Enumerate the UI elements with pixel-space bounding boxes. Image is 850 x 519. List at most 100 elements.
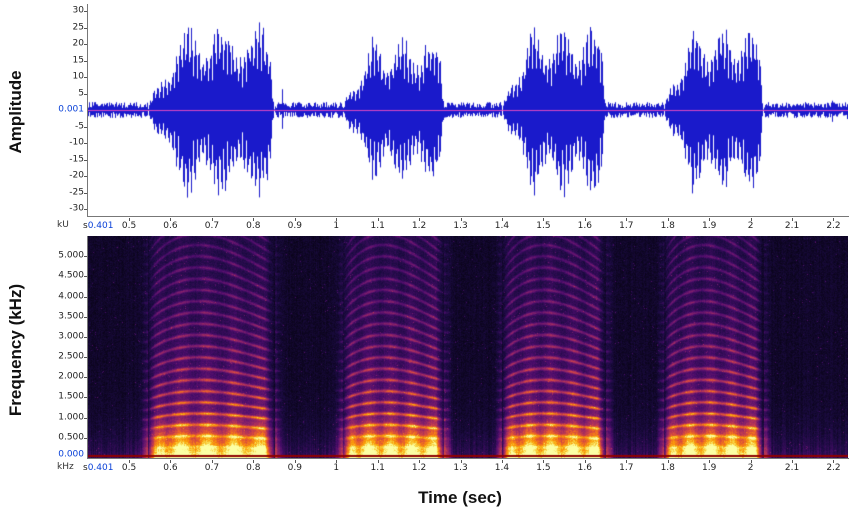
x-tick-mark (667, 218, 669, 221)
x-tick-label: 0.6 (163, 221, 178, 231)
y-tick-label: 2.500 (58, 351, 84, 362)
x-tick-label: 2.2 (826, 221, 841, 231)
x-tick-mark (419, 460, 421, 463)
amplitude-axis-title: Amplitude (6, 70, 25, 154)
spectrogram-time-axis: kHz s0.401 0.5 0.6 0.7 0.8 0.9 1 1.1 1.2 1.3 1.4 1… (0, 460, 850, 475)
x-tick-label: 0.6 (163, 463, 178, 473)
x-tick-label: 1.2 (411, 221, 427, 231)
x-tick-mark (211, 218, 213, 221)
x-tick-label: 0.5 (121, 221, 137, 231)
y-tick-mark (84, 93, 87, 95)
x-tick-label: 1.6 (577, 221, 593, 231)
x-tick-label: 1.2 (411, 463, 427, 473)
x-tick-mark (460, 460, 462, 463)
x-tick-mark (129, 218, 131, 221)
x-tick-label: 2 (747, 463, 754, 473)
x-tick-label: 1.9 (702, 463, 717, 473)
x-tick-mark (750, 460, 752, 463)
time-unit-prefix: s (83, 221, 88, 231)
spectrogram-plot (88, 236, 848, 458)
spectrogram-x-axis-line (87, 458, 849, 459)
x-tick-label: 1.5 (536, 221, 551, 231)
y-tick-label: 10 (72, 71, 84, 82)
x-tick-label: 0.5 (121, 463, 137, 473)
y-tick-mark (84, 276, 87, 278)
x-tick-mark (419, 218, 421, 221)
x-tick-label: 0.7 (204, 463, 220, 473)
waveform-unit-label: kU (57, 220, 69, 230)
x-tick-label: 1.8 (660, 463, 675, 473)
y-tick-mark (84, 256, 87, 258)
x-tick-mark (584, 460, 586, 463)
y-tick-mark (84, 143, 87, 144)
x-tick-label: 2.1 (784, 221, 800, 231)
y-tick-label: -15 (69, 154, 84, 164)
x-tick-mark (543, 460, 545, 463)
x-tick-label: 1.9 (702, 221, 717, 231)
y-tick-mark (84, 357, 87, 359)
frequency-axis-title: Frequency (kHz) (6, 283, 25, 417)
y-tick-mark (84, 397, 87, 399)
y-tick-label: 4.000 (58, 291, 84, 302)
x-tick-mark (129, 460, 131, 463)
amplitude-cursor-value: 0.001 (58, 104, 84, 115)
x-tick-label: 1.3 (453, 221, 468, 231)
x-tick-mark (792, 218, 794, 221)
time-start-value: 0.401 (87, 463, 114, 473)
x-tick-label: 0.7 (204, 221, 220, 231)
y-tick-mark (84, 336, 87, 338)
x-tick-label: 1 (333, 221, 340, 231)
time-axis-title: Time (sec) (418, 488, 502, 507)
time-start-label: s0.401 (83, 464, 113, 473)
y-tick-mark (84, 377, 87, 379)
y-tick-mark (84, 44, 87, 45)
y-tick-label: 5 (78, 88, 84, 98)
y-tick-label: -30 (69, 203, 84, 214)
y-tick-mark (84, 27, 87, 29)
x-tick-label: 1.6 (577, 463, 593, 473)
y-tick-mark (84, 126, 87, 128)
waveform-x-axis-line (87, 216, 849, 217)
y-tick-mark (84, 176, 87, 177)
x-tick-mark (501, 460, 503, 463)
x-tick-label: 1.4 (494, 221, 510, 231)
x-tick-mark (709, 218, 711, 221)
y-tick-label: 1.500 (58, 391, 84, 402)
y-tick-label: 1.000 (58, 412, 84, 423)
x-tick-mark (501, 218, 503, 221)
x-tick-mark (377, 460, 379, 463)
y-tick-label: 3.500 (58, 311, 84, 322)
y-tick-label: 15 (72, 55, 84, 65)
y-tick-mark (84, 192, 87, 194)
x-tick-label: 2.2 (826, 463, 841, 473)
y-tick-label: 25 (72, 22, 84, 32)
spectrogram-y-axis-line (87, 236, 88, 459)
y-tick-label: 3.000 (58, 331, 84, 342)
y-tick-label: -25 (69, 187, 84, 197)
x-tick-label: 1.8 (660, 221, 675, 231)
y-tick-label: -5 (75, 121, 84, 131)
x-tick-label: 0.8 (246, 221, 261, 231)
x-tick-mark (833, 218, 835, 221)
x-tick-label: 2.1 (784, 463, 800, 473)
x-tick-label: 1.5 (536, 463, 551, 473)
x-tick-mark (709, 460, 711, 463)
x-tick-label: 1.7 (619, 221, 634, 231)
frequency-cursor-value: 0.000 (58, 449, 84, 460)
x-tick-mark (377, 218, 379, 221)
x-tick-mark (626, 218, 628, 221)
y-tick-label: 2.000 (58, 371, 84, 382)
x-tick-mark (336, 218, 338, 221)
y-tick-label: 5.000 (58, 250, 84, 261)
x-tick-mark (336, 460, 338, 463)
x-tick-mark (211, 460, 213, 463)
y-tick-mark (84, 437, 87, 439)
waveform-y-axis-line (87, 4, 88, 217)
x-tick-mark (833, 460, 835, 463)
y-tick-mark (84, 77, 87, 78)
y-tick-mark (84, 60, 87, 62)
y-tick-mark (84, 209, 87, 210)
time-unit-prefix: s (83, 463, 88, 473)
x-tick-mark (253, 460, 255, 463)
x-tick-mark (584, 218, 586, 221)
